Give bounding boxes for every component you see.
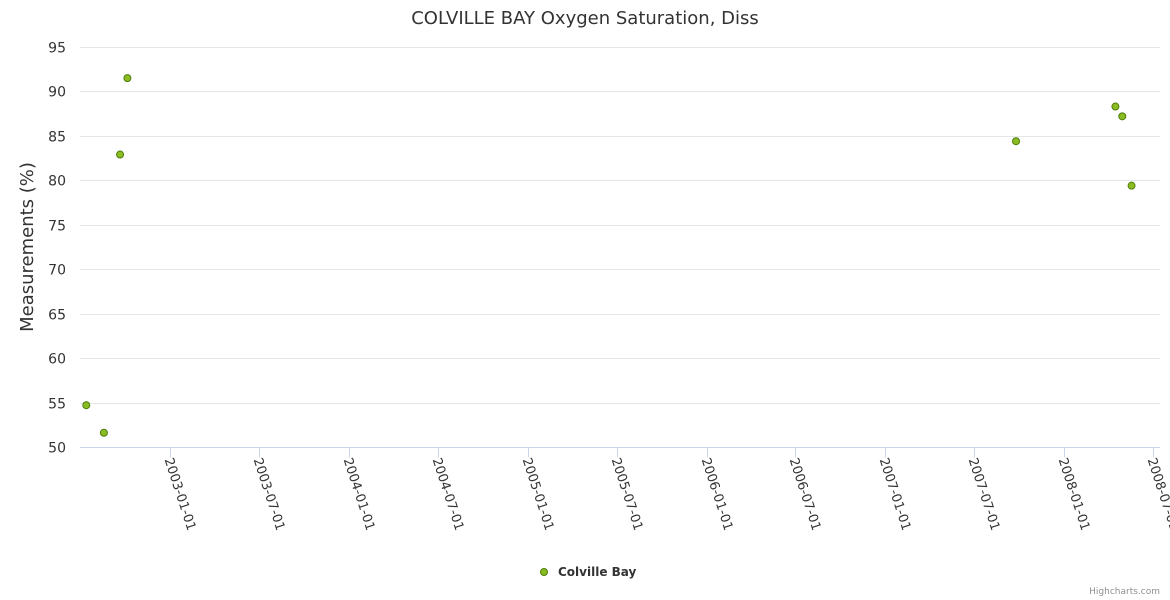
data-point-4[interactable] <box>123 74 132 83</box>
y-tick-label: 70 <box>48 263 66 279</box>
data-point-1[interactable] <box>82 401 91 410</box>
y-tick-label: 90 <box>48 85 66 101</box>
credits-link[interactable]: Highcharts.com <box>1089 587 1160 597</box>
y-tick-label: 80 <box>48 174 66 190</box>
data-point-3[interactable] <box>116 150 125 159</box>
y-tick-label: 65 <box>48 308 66 324</box>
y-tick-label: 55 <box>48 397 66 413</box>
grid-lines <box>80 47 1160 404</box>
legend-item-colville-bay[interactable]: Colville Bay <box>558 565 637 579</box>
chart-title: COLVILLE BAY Oxygen Saturation, Diss <box>411 8 759 29</box>
data-point-2[interactable] <box>99 428 108 437</box>
series-colville-bay <box>82 74 1136 437</box>
y-axis-tick-labels: 50 55 60 65 70 75 80 85 90 95 <box>48 41 66 457</box>
y-tick-label: 75 <box>48 219 66 235</box>
legend-marker-colville-bay[interactable] <box>540 568 548 576</box>
data-point-8[interactable] <box>1127 181 1136 190</box>
data-point-5[interactable] <box>1012 137 1021 146</box>
y-tick-label: 95 <box>48 41 66 57</box>
data-point-6[interactable] <box>1111 102 1120 111</box>
y-tick-label: 50 <box>48 441 66 457</box>
data-point-7[interactable] <box>1118 112 1127 121</box>
legend[interactable]: Colville Bay <box>540 565 637 579</box>
y-axis-title: Measurements (%) <box>17 162 38 332</box>
y-tick-label: 85 <box>48 130 66 146</box>
y-tick-label: 60 <box>48 352 66 368</box>
